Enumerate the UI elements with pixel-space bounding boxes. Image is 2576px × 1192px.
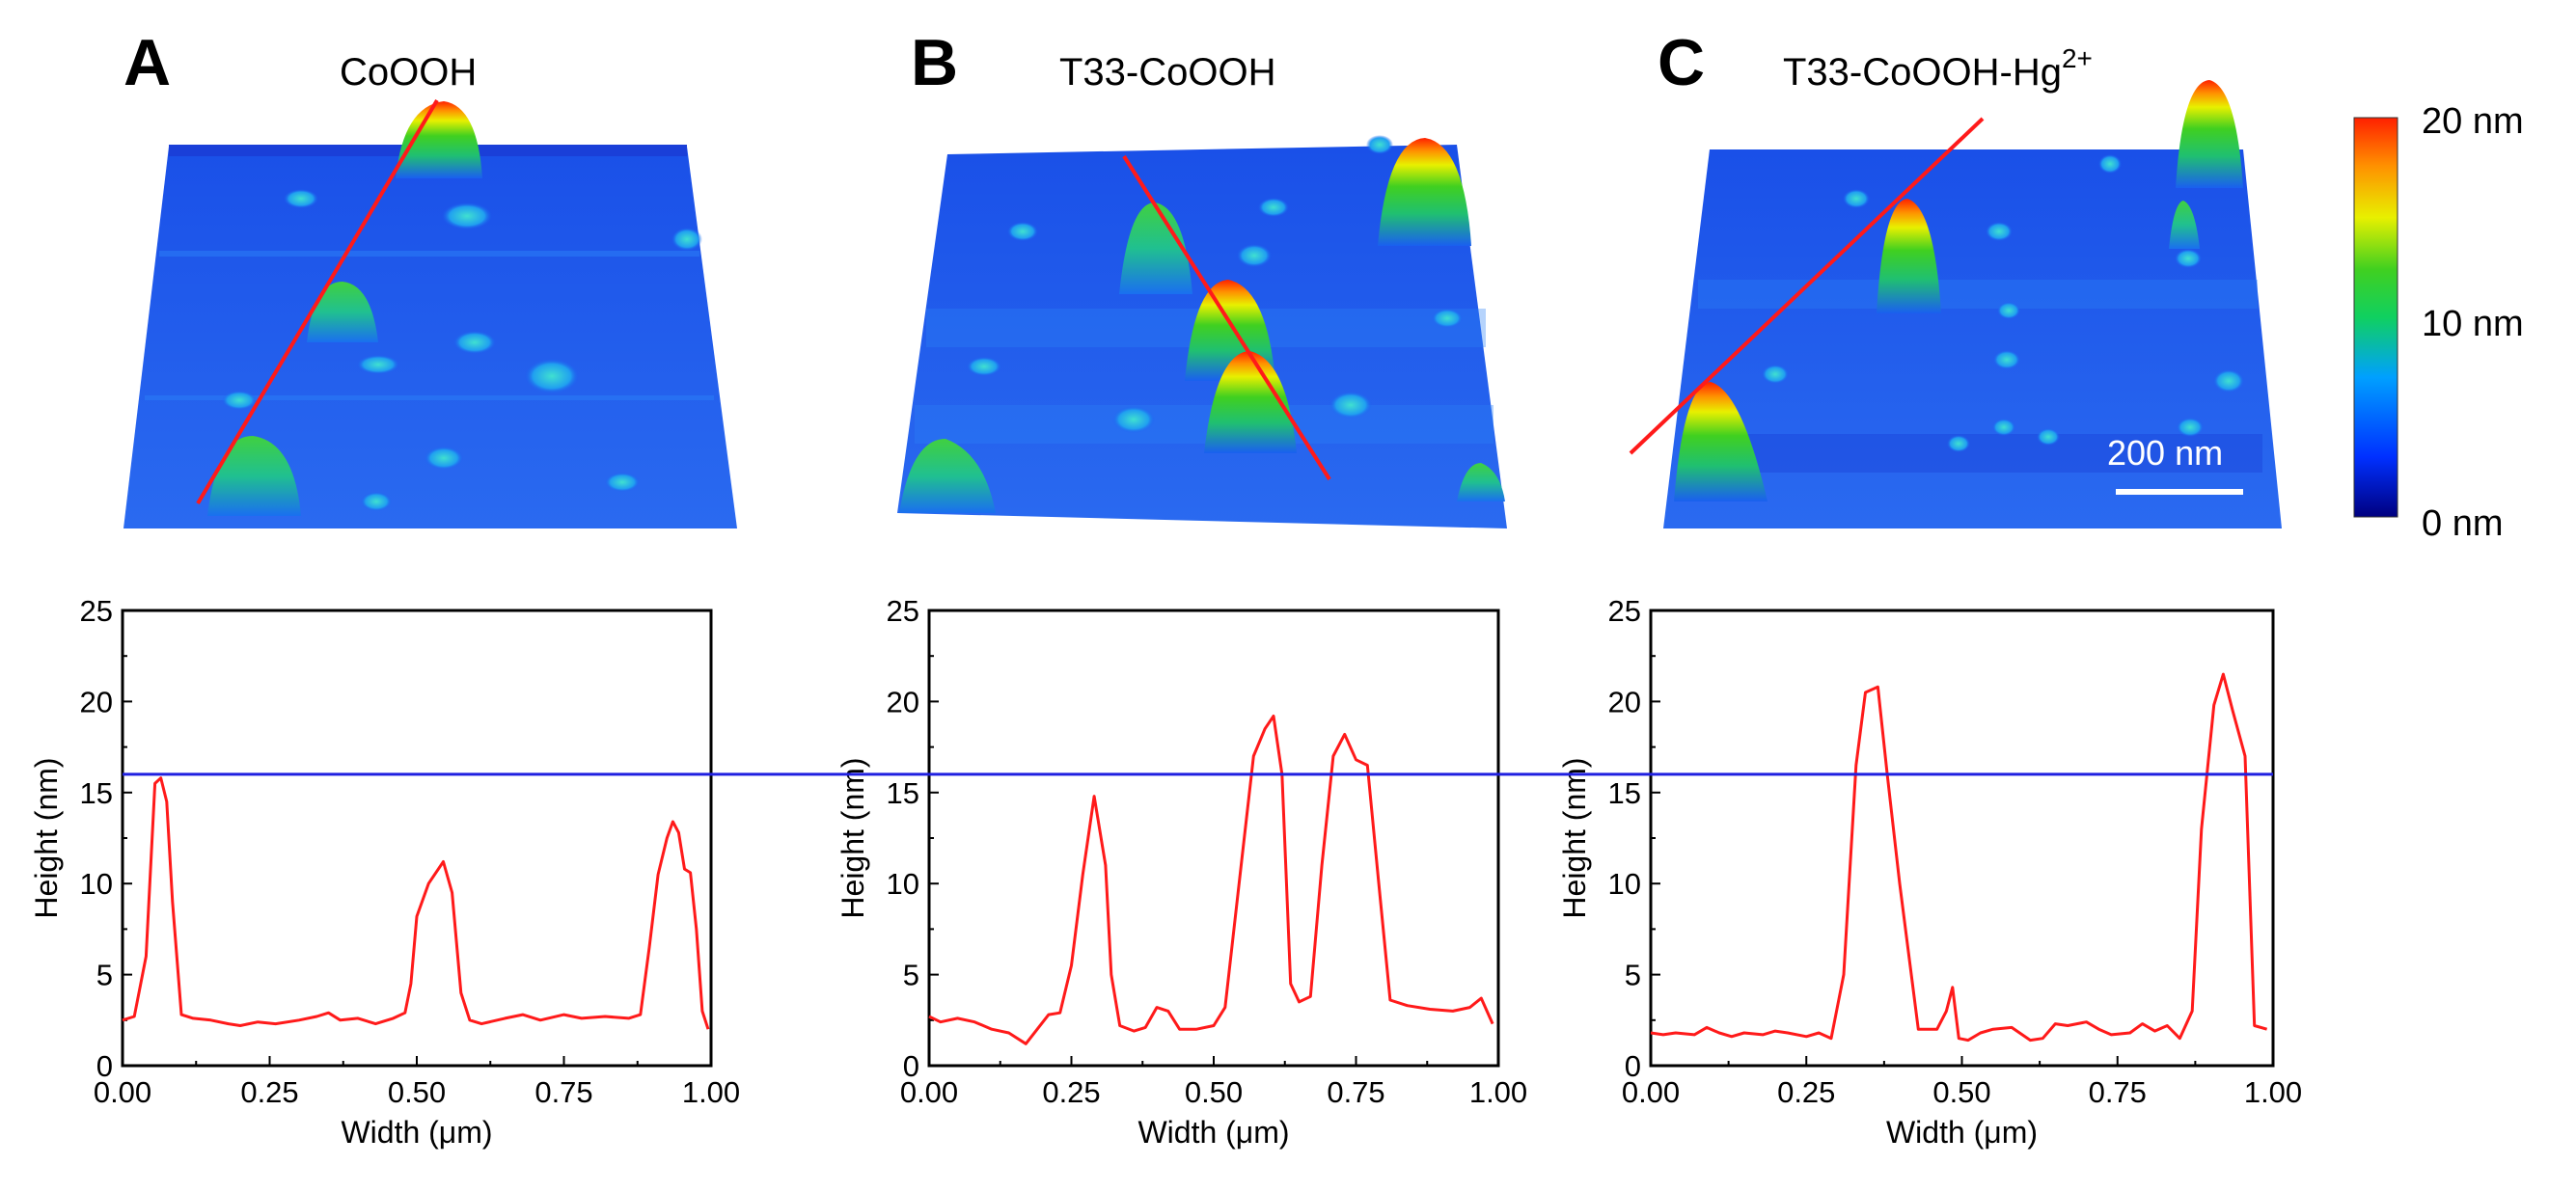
- plot-frame: [927, 609, 1500, 1068]
- plot-frame: [121, 609, 713, 1068]
- x-tick-label: 0.25: [1777, 1075, 1835, 1109]
- y-tick-label: 25: [887, 594, 919, 628]
- x-tick-label: 1.00: [1469, 1075, 1527, 1109]
- height-profile-plot-c: 0.00 0.25 0.50 0.75 1.00 0 5 10 15 20 25 Width (μm)…: [1557, 594, 2302, 1150]
- y-tick-label: 0: [1625, 1049, 1641, 1083]
- x-axis-title: Width (μm): [341, 1115, 492, 1150]
- afm-panel-c: C T33-CoOOH-Hg2+ 200 nm: [1629, 26, 2282, 528]
- profile-line-c: [1629, 117, 1985, 455]
- y-tick-label: 15: [887, 776, 919, 810]
- y-tick-label: 15: [80, 776, 113, 810]
- colorbar-label-min: 0 nm: [2422, 503, 2503, 544]
- x-axis-title: Width (μm): [1886, 1115, 2038, 1150]
- scale-bar-label: 200 nm: [2107, 433, 2223, 473]
- profile-line-a: [196, 98, 439, 505]
- y-axis-title: Height (nm): [836, 757, 870, 918]
- y-tick-label: 20: [887, 685, 919, 718]
- y-tick-label: 20: [80, 685, 113, 718]
- x-tick-label: 0.50: [1932, 1075, 1990, 1109]
- panel-letter-c: C: [1658, 26, 1705, 99]
- x-axis-title: Width (μm): [1137, 1115, 1289, 1150]
- panel-letter-a: A: [123, 26, 171, 99]
- y-tick-label: 5: [903, 959, 919, 992]
- panel-title-a: CoOOH: [340, 51, 477, 94]
- panel-title-c: T33-CoOOH-Hg2+: [1783, 43, 2093, 94]
- colorbar-gradient: [2353, 117, 2398, 518]
- plot-frame: [1649, 609, 2275, 1068]
- colorbar: 20 nm 10 nm 0 nm: [2353, 101, 2524, 544]
- y-tick-label: 25: [1608, 594, 1641, 628]
- height-profile-series: [928, 715, 1494, 1045]
- panel-letter-b: B: [911, 26, 958, 99]
- x-tick-label: 0.50: [1185, 1075, 1243, 1109]
- x-tick-label: 0.25: [240, 1075, 298, 1109]
- y-tick-label: 5: [1625, 959, 1641, 992]
- x-tick-label: 0.75: [1327, 1075, 1384, 1109]
- x-tick-label: 1.00: [682, 1075, 740, 1109]
- panel-title-b: T33-CoOOH: [1059, 51, 1276, 94]
- y-tick-label: 5: [96, 959, 113, 992]
- x-tick-label: 1.00: [2244, 1075, 2302, 1109]
- y-tick-label: 20: [1608, 685, 1641, 718]
- y-tick-label: 10: [80, 867, 113, 901]
- height-profile-series: [122, 776, 710, 1030]
- y-tick-label: 0: [96, 1049, 113, 1083]
- x-tick-label: 0.00: [94, 1075, 151, 1109]
- height-profile-plot-b: 0.00 0.25 0.50 0.75 1.00 0 5 10 15 20 25 Width (μm)…: [836, 594, 1527, 1150]
- afm-panel-a: A CoOOH: [123, 26, 737, 528]
- y-tick-label: 10: [887, 867, 919, 901]
- profile-line-b: [1122, 154, 1331, 481]
- height-profile-plot-a: 0.00 0.25 0.50 0.75 1.00 0 5 10 15 20 25 Width (μm)…: [29, 594, 740, 1150]
- colorbar-label-mid: 10 nm: [2422, 304, 2524, 344]
- colorbar-label-max: 20 nm: [2422, 101, 2524, 142]
- afm-panel-b: B T33-CoOOH: [897, 26, 1507, 528]
- height-profile-series: [1650, 672, 2268, 1043]
- afm-surface-b: [897, 135, 1507, 528]
- y-axis-title: Height (nm): [1557, 757, 1592, 918]
- y-axis-title: Height (nm): [29, 757, 64, 918]
- y-tick-label: 10: [1608, 867, 1641, 901]
- x-tick-label: 0.75: [534, 1075, 592, 1109]
- afm-surface-c: [1663, 80, 2282, 528]
- y-tick-label: 25: [80, 594, 113, 628]
- afm-surface-a: [123, 101, 737, 528]
- x-tick-label: 0.50: [388, 1075, 446, 1109]
- x-tick-label: 0.75: [2089, 1075, 2147, 1109]
- x-tick-label: 0.00: [1622, 1075, 1680, 1109]
- y-tick-label: 0: [903, 1049, 919, 1083]
- y-tick-label: 15: [1608, 776, 1641, 810]
- x-tick-label: 0.25: [1042, 1075, 1100, 1109]
- x-tick-label: 0.00: [900, 1075, 958, 1109]
